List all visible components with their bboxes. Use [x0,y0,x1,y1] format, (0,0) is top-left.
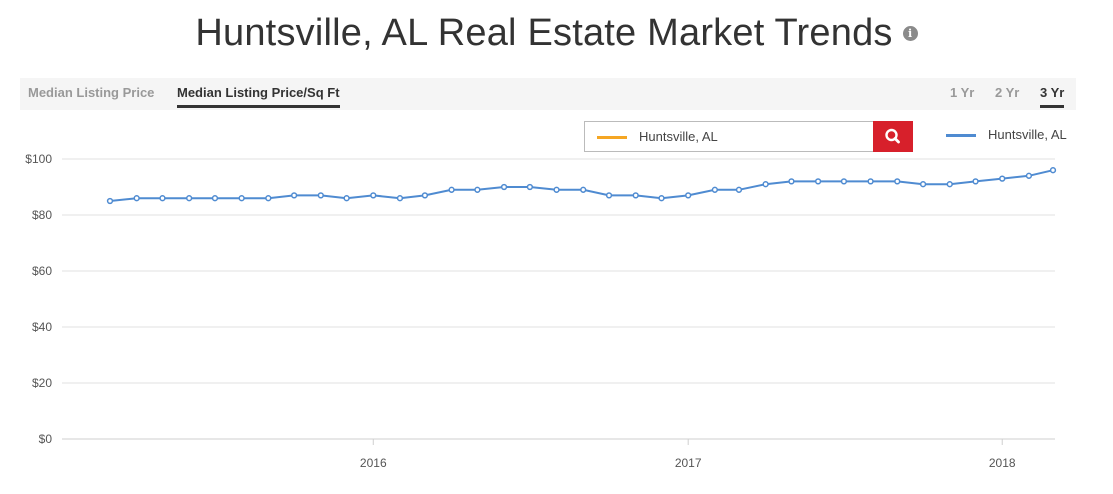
data-point[interactable] [317,192,324,199]
tab-median-listing-price[interactable]: Median Listing Price [28,85,155,100]
legend-label: Huntsville, AL [988,127,1067,142]
data-point[interactable] [814,178,822,185]
data-point[interactable] [894,178,901,185]
data-point[interactable] [343,195,350,202]
data-point[interactable] [133,195,140,202]
search-icon [885,128,900,144]
y-tick-label: $40 [32,320,52,334]
chart-gridlines [62,158,1055,445]
data-point[interactable] [972,178,979,185]
data-point[interactable] [999,175,1006,182]
range-1yr-button[interactable]: 1 Yr [950,85,975,100]
data-point[interactable] [788,178,795,185]
info-circle-icon[interactable]: i [902,26,918,41]
data-point[interactable] [526,183,534,191]
data-point[interactable] [1025,172,1033,179]
data-point[interactable] [1049,167,1057,174]
data-point[interactable] [159,195,166,202]
data-point[interactable] [711,186,719,193]
search-series-swatch [597,136,627,139]
range-2yr-button[interactable]: 2 Yr [995,85,1020,100]
data-point[interactable] [946,181,953,188]
data-point[interactable] [265,195,272,202]
data-point[interactable] [106,197,114,205]
data-point[interactable] [735,186,743,193]
tab-bar: Median Listing Price Median Listing Pric… [20,78,1076,110]
data-point[interactable] [605,192,613,199]
x-axis-ticks: 2016 2017 2018 [360,456,1016,470]
legend-swatch [946,134,976,137]
data-point[interactable] [580,186,587,193]
data-point[interactable] [186,195,193,202]
data-point[interactable] [919,181,927,188]
x-tick-label: 2018 [989,456,1016,470]
data-point[interactable] [658,195,665,202]
data-point[interactable] [448,186,455,193]
chart-series [106,167,1057,205]
data-point[interactable] [290,192,298,199]
range-3yr-button[interactable]: 3 Yr [1040,85,1065,108]
tab-median-listing-price-sqft[interactable]: Median Listing Price/Sq Ft [177,85,340,108]
data-point[interactable] [238,195,245,202]
search-input[interactable]: Huntsville, AL [639,129,718,144]
data-point[interactable] [762,181,769,188]
x-tick-label: 2016 [360,456,387,470]
data-point[interactable] [685,192,692,199]
x-tick-label: 2017 [675,456,702,470]
data-point[interactable] [421,192,429,199]
y-tick-label: $0 [39,432,53,446]
data-point[interactable] [867,178,874,185]
y-tick-label: $20 [32,376,52,390]
data-point[interactable] [500,183,508,191]
page-title: Huntsville, AL Real Estate Market Trends [195,12,893,54]
data-point[interactable] [632,192,639,199]
search-button[interactable] [873,121,913,152]
y-axis-ticks: $0 $20 $40 $60 $80 $100 [25,152,52,446]
data-point[interactable] [396,195,404,202]
y-tick-label: $80 [32,208,52,222]
data-point[interactable] [211,195,219,202]
y-tick-label: $60 [32,264,52,278]
title-row: Huntsville, AL Real Estate Market Trends… [0,12,1113,62]
y-tick-label: $100 [25,152,52,166]
data-point[interactable] [370,192,377,199]
series-line [109,169,1054,202]
location-search-box[interactable]: Huntsville, AL [584,121,913,152]
data-point[interactable] [474,186,481,193]
data-point[interactable] [840,178,848,185]
data-point[interactable] [553,186,560,193]
